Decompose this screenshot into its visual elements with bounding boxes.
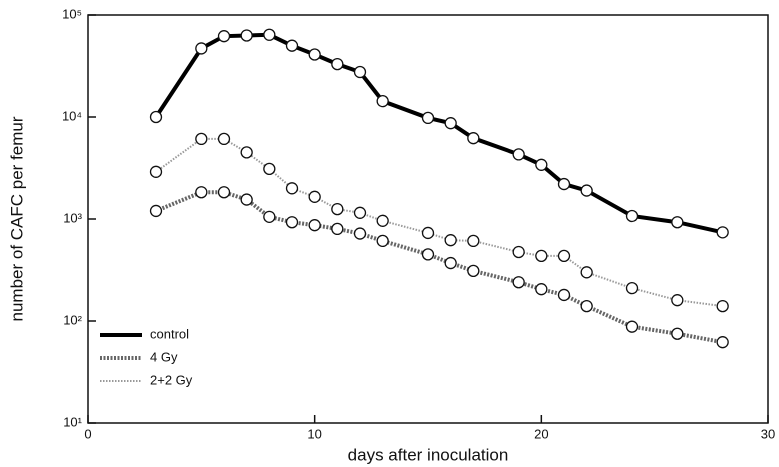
data-point — [535, 158, 548, 171]
data-point — [240, 193, 253, 206]
data-point — [580, 266, 593, 279]
data-point — [625, 209, 639, 223]
data-point — [376, 95, 389, 108]
legend-label: 2+2 Gy — [150, 372, 193, 387]
data-point — [535, 249, 548, 263]
data-point — [671, 294, 684, 307]
y-tick-label: 10¹ — [63, 414, 82, 429]
data-point — [308, 219, 321, 232]
data-point — [285, 216, 299, 229]
data-point — [240, 146, 253, 159]
data-point — [331, 222, 344, 236]
data-point — [263, 162, 276, 176]
data-point — [716, 299, 729, 313]
series-line — [154, 32, 724, 235]
data-point — [217, 186, 231, 199]
data-point — [444, 117, 457, 130]
data-point — [421, 111, 435, 125]
data-point — [149, 165, 163, 178]
y-tick-label: 10⁵ — [62, 6, 82, 21]
y-tick-label: 10⁴ — [62, 108, 82, 123]
data-point — [308, 48, 321, 61]
data-point — [285, 182, 299, 195]
x-tick-label: 0 — [84, 426, 91, 441]
data-point — [263, 210, 276, 223]
data-point — [285, 39, 299, 52]
data-point — [421, 226, 435, 240]
data-point — [625, 320, 639, 333]
data-point — [149, 110, 163, 124]
data-point — [467, 132, 480, 145]
data-point — [557, 288, 571, 302]
series-line — [155, 137, 723, 308]
data-point — [331, 202, 344, 216]
y-tick-label: 10² — [63, 312, 82, 327]
x-tick-label: 10 — [307, 426, 321, 441]
data-point — [467, 264, 480, 278]
y-tick-label: 10³ — [63, 210, 82, 225]
legend-label: 4 Gy — [150, 349, 178, 364]
data-point — [217, 30, 231, 43]
data-point — [353, 227, 367, 240]
data-point — [421, 248, 435, 261]
data-point — [535, 283, 548, 296]
y-axis-label: number of CAFC per femur — [7, 116, 26, 321]
data-point — [444, 234, 457, 247]
legend-label: control — [150, 326, 189, 341]
data-point — [557, 249, 571, 263]
data-point — [308, 190, 321, 203]
data-point — [671, 327, 684, 340]
x-tick-label: 30 — [761, 426, 775, 441]
data-point — [195, 42, 208, 55]
data-point — [376, 234, 389, 248]
data-point — [580, 184, 593, 197]
data-point — [195, 186, 208, 199]
data-point — [376, 214, 389, 227]
data-point — [671, 216, 684, 229]
data-point — [353, 65, 367, 79]
data-point — [512, 148, 525, 161]
data-point — [263, 28, 276, 41]
data-point — [331, 57, 344, 71]
data-point — [557, 177, 571, 191]
data-point — [512, 276, 525, 289]
x-tick-label: 20 — [534, 426, 548, 441]
data-point — [217, 132, 231, 146]
data-point — [467, 234, 480, 248]
data-point — [716, 226, 729, 239]
data-point — [240, 29, 253, 42]
data-point — [512, 245, 525, 259]
data-point — [444, 256, 457, 270]
x-axis-label: days after inoculation — [348, 445, 509, 464]
data-point — [716, 336, 729, 349]
series-line — [155, 190, 724, 345]
data-point — [195, 132, 208, 146]
data-point — [149, 204, 163, 218]
data-point — [625, 281, 639, 295]
data-point — [353, 206, 367, 219]
data-point — [580, 299, 593, 313]
